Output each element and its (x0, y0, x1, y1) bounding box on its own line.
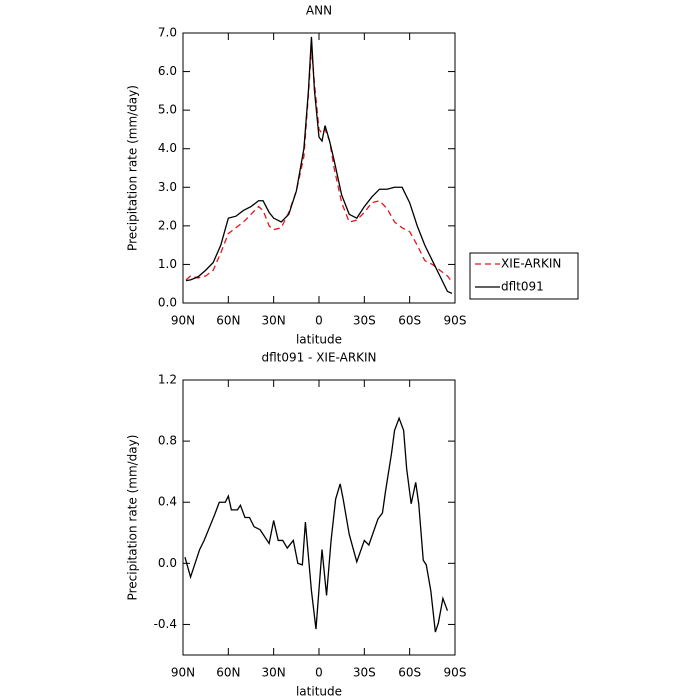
x-tick-label: 60N (216, 314, 240, 328)
x-tick-label: 0 (315, 666, 323, 680)
y-tick-label: 4.0 (158, 141, 177, 155)
x-tick-label: 30N (262, 314, 286, 328)
x-tick-label: 90S (444, 314, 467, 328)
x-tick-label: 30N (262, 666, 286, 680)
chart-title: dflt091 - XIE-ARKIN (261, 351, 376, 365)
y-tick-label: -0.4 (154, 617, 177, 631)
chart-title: ANN (306, 4, 332, 18)
data-line (185, 48, 453, 283)
y-axis-label: Precipitation rate (mm/day) (126, 85, 140, 251)
legend-box (469, 252, 579, 300)
x-axis-label: latitude (296, 685, 342, 699)
x-axis-label: latitude (296, 333, 342, 347)
data-line (185, 36, 453, 294)
y-tick-label: 6.0 (158, 64, 177, 78)
plot-frame (182, 32, 456, 304)
x-tick-label: 0 (315, 314, 323, 328)
y-tick-label: 7.0 (158, 26, 177, 40)
x-tick-label: 60S (398, 666, 421, 680)
y-tick-label: 1.2 (158, 373, 177, 387)
x-tick-label: 90N (171, 666, 195, 680)
data-line (184, 416, 449, 633)
y-tick-label: 5.0 (158, 103, 177, 117)
x-tick-label: 60S (398, 314, 421, 328)
y-tick-label: 0.0 (158, 556, 177, 570)
y-tick-label: 2.0 (158, 218, 177, 232)
y-tick-label: 0.8 (158, 434, 177, 448)
x-tick-label: 90S (444, 666, 467, 680)
legend-label: dflt091 (501, 280, 544, 294)
y-tick-label: 0.4 (158, 495, 177, 509)
y-tick-label: 3.0 (158, 180, 177, 194)
legend-label: XIE-ARKIN (501, 257, 561, 271)
plot-frame (182, 379, 456, 656)
y-axis-label: Precipitation rate (mm/day) (126, 435, 140, 601)
x-tick-label: 30S (353, 314, 376, 328)
y-tick-label: 1.0 (158, 257, 177, 271)
y-tick-label: 0.0 (158, 296, 177, 310)
x-tick-label: 60N (216, 666, 240, 680)
x-tick-label: 30S (353, 666, 376, 680)
x-tick-label: 90N (171, 314, 195, 328)
